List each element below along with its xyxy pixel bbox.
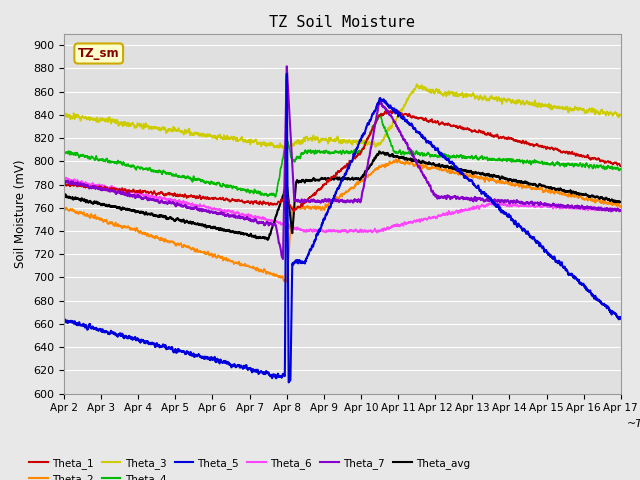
- Theta_3: [274, 143, 282, 149]
- Theta_5: [285, 380, 292, 385]
- Theta_2: [547, 189, 554, 195]
- Theta_1: [274, 201, 282, 206]
- Theta_3: [60, 111, 68, 117]
- Theta_1: [394, 108, 401, 113]
- Theta_avg: [298, 178, 306, 183]
- Theta_5: [547, 254, 554, 260]
- Theta_2: [606, 200, 614, 206]
- Line: Theta_3: Theta_3: [64, 84, 621, 150]
- Theta_7: [617, 208, 625, 214]
- Theta_3: [157, 128, 164, 133]
- Theta_5: [60, 316, 68, 322]
- Theta_3: [617, 112, 625, 118]
- Line: Theta_5: Theta_5: [64, 74, 621, 383]
- Theta_7: [157, 199, 164, 204]
- Theta_avg: [617, 199, 625, 205]
- Theta_7: [547, 203, 554, 208]
- Theta_5: [617, 316, 625, 322]
- Theta_3: [298, 138, 306, 144]
- Theta_7: [606, 205, 614, 211]
- Theta_2: [392, 156, 399, 162]
- Line: Theta_avg: Theta_avg: [64, 151, 621, 240]
- Theta_4: [606, 164, 614, 170]
- Y-axis label: Soil Moisture (mV): Soil Moisture (mV): [15, 159, 28, 268]
- Theta_5: [124, 335, 131, 340]
- Theta_avg: [124, 206, 131, 212]
- Theta_7: [274, 231, 282, 237]
- Line: Theta_4: Theta_4: [64, 115, 621, 197]
- Theta_4: [547, 161, 554, 167]
- Theta_2: [274, 273, 282, 278]
- Theta_avg: [274, 207, 282, 213]
- Theta_2: [124, 224, 131, 230]
- Theta_4: [298, 151, 306, 156]
- Legend: Theta_1, Theta_2, Theta_3, Theta_4, Theta_5, Theta_6, Theta_7, Theta_avg: Theta_1, Theta_2, Theta_3, Theta_4, Thet…: [25, 454, 474, 480]
- Theta_6: [606, 205, 614, 211]
- Theta_6: [124, 190, 132, 195]
- Title: TZ Soil Moisture: TZ Soil Moisture: [269, 15, 415, 30]
- Theta_2: [157, 238, 164, 243]
- Theta_7: [124, 192, 131, 198]
- Theta_3: [413, 81, 420, 87]
- Line: Theta_6: Theta_6: [64, 178, 621, 233]
- Theta_5: [283, 71, 291, 77]
- Theta_5: [298, 258, 306, 264]
- Line: Theta_7: Theta_7: [64, 66, 621, 259]
- Theta_avg: [264, 237, 271, 243]
- Theta_avg: [547, 185, 554, 191]
- Theta_3: [282, 147, 289, 153]
- Theta_6: [157, 194, 164, 200]
- Theta_4: [617, 166, 625, 172]
- Theta_4: [157, 169, 164, 175]
- Theta_4: [60, 149, 68, 155]
- Theta_7: [298, 197, 306, 203]
- Theta_1: [60, 181, 68, 187]
- Theta_6: [62, 175, 70, 180]
- Line: Theta_1: Theta_1: [64, 110, 621, 211]
- Theta_6: [60, 176, 68, 181]
- Theta_1: [617, 163, 625, 168]
- Theta_3: [606, 109, 614, 115]
- Theta_avg: [157, 213, 164, 219]
- Text: TZ_sm: TZ_sm: [78, 47, 120, 60]
- Theta_6: [298, 227, 306, 233]
- Theta_6: [343, 230, 351, 236]
- Theta_4: [376, 112, 384, 118]
- Theta_1: [157, 190, 164, 196]
- Theta_1: [298, 202, 306, 208]
- Theta_4: [271, 194, 279, 200]
- Theta_2: [617, 204, 625, 210]
- Theta_5: [606, 309, 614, 315]
- Theta_2: [298, 204, 306, 210]
- Theta_1: [606, 160, 614, 166]
- Theta_7: [279, 256, 287, 262]
- Theta_avg: [376, 148, 383, 154]
- Theta_6: [547, 203, 554, 209]
- Line: Theta_2: Theta_2: [64, 159, 621, 282]
- Theta_1: [290, 208, 298, 214]
- Theta_2: [60, 206, 68, 212]
- Theta_4: [274, 182, 282, 188]
- Theta_5: [274, 372, 282, 378]
- Theta_1: [547, 146, 554, 152]
- Theta_2: [282, 279, 290, 285]
- Theta_avg: [606, 198, 614, 204]
- Theta_4: [124, 163, 131, 169]
- Theta_3: [547, 105, 554, 111]
- Text: ~Time: ~Time: [627, 419, 640, 429]
- Theta_7: [60, 178, 68, 183]
- Theta_6: [274, 219, 282, 225]
- Theta_3: [124, 120, 131, 126]
- Theta_avg: [60, 193, 68, 199]
- Theta_6: [617, 207, 625, 213]
- Theta_7: [283, 63, 291, 69]
- Theta_1: [124, 187, 131, 193]
- Theta_5: [157, 343, 164, 349]
